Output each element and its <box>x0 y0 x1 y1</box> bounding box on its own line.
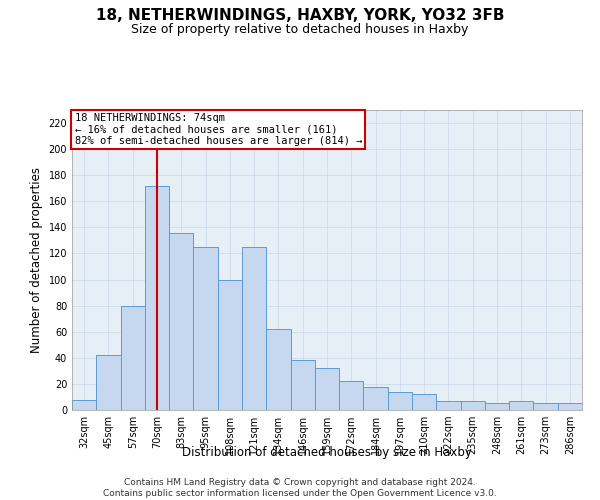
Bar <box>218 280 242 410</box>
Text: 18 NETHERWINDINGS: 74sqm
← 16% of detached houses are smaller (161)
82% of semi-: 18 NETHERWINDINGS: 74sqm ← 16% of detach… <box>74 113 362 146</box>
Bar <box>558 404 582 410</box>
Bar <box>436 401 461 410</box>
Bar <box>266 329 290 410</box>
Y-axis label: Number of detached properties: Number of detached properties <box>30 167 43 353</box>
Bar <box>145 186 169 410</box>
Bar <box>72 400 96 410</box>
Bar <box>290 360 315 410</box>
Bar <box>509 401 533 410</box>
Bar <box>364 386 388 410</box>
Bar <box>193 247 218 410</box>
Text: 18, NETHERWINDINGS, HAXBY, YORK, YO32 3FB: 18, NETHERWINDINGS, HAXBY, YORK, YO32 3F… <box>96 8 504 22</box>
Bar <box>388 392 412 410</box>
Bar <box>485 404 509 410</box>
Bar <box>169 232 193 410</box>
Bar <box>242 247 266 410</box>
Bar <box>533 404 558 410</box>
Bar <box>96 355 121 410</box>
Bar <box>461 401 485 410</box>
Text: Distribution of detached houses by size in Haxby: Distribution of detached houses by size … <box>182 446 472 459</box>
Bar <box>315 368 339 410</box>
Bar <box>121 306 145 410</box>
Text: Contains HM Land Registry data © Crown copyright and database right 2024.
Contai: Contains HM Land Registry data © Crown c… <box>103 478 497 498</box>
Bar <box>339 382 364 410</box>
Text: Size of property relative to detached houses in Haxby: Size of property relative to detached ho… <box>131 22 469 36</box>
Bar <box>412 394 436 410</box>
